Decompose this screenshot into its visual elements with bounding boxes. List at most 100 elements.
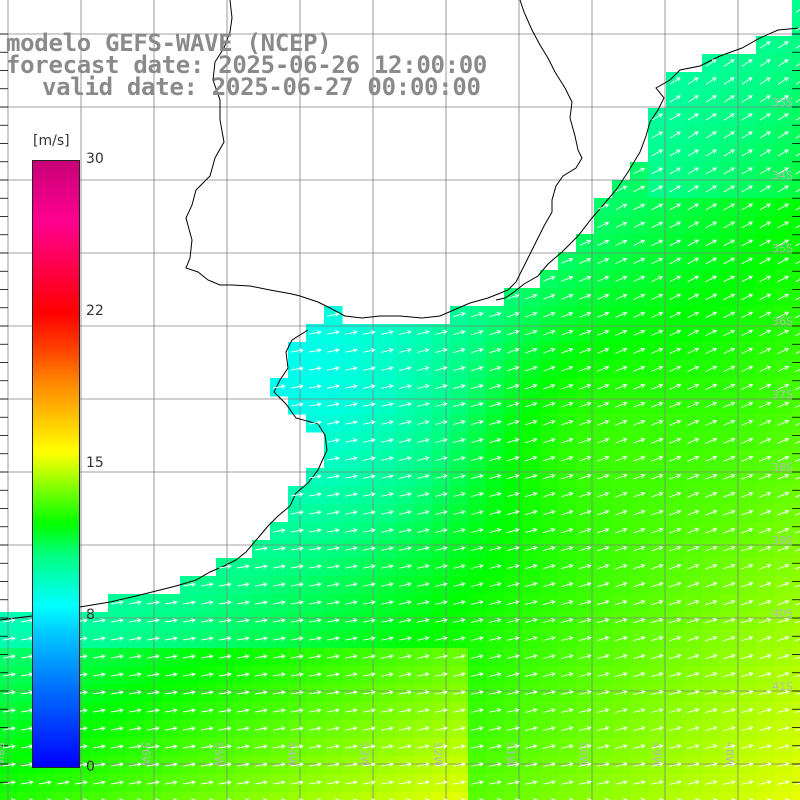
wind-vector-arrow [723,401,736,408]
wind-vector-arrow [579,275,592,282]
wind-vector-arrow [705,365,718,372]
wind-vector-arrow [345,744,358,749]
wind-vector-arrow [633,581,646,588]
coastline-argentina [0,329,328,621]
wind-vector-arrow [345,456,358,461]
wind-vector-arrow [363,438,376,443]
wind-vector-arrow [705,257,718,265]
wind-vector-arrow [507,293,520,300]
wind-speed-cell [792,216,800,235]
wind-vector-arrow [345,528,358,533]
wind-vector-arrow [561,401,574,408]
wind-vector-arrow [291,672,304,677]
wind-vector-arrow [759,455,772,462]
wind-vector-arrow [723,311,736,319]
wind-vector-arrow [507,672,520,677]
wind-vector-arrow [309,726,322,731]
wind-vector-arrow [507,582,520,587]
wind-vector-arrow [417,708,430,713]
wind-vector-arrow [777,455,790,462]
wind-vector-arrow [615,509,628,516]
wind-vector-arrow [633,726,646,731]
wind-vector-arrow [723,203,736,211]
wind-vector-arrow [453,636,466,641]
wind-vector-arrow [291,546,304,551]
wind-vector-arrow [777,491,790,498]
wind-vector-arrow [255,708,268,713]
wind-vector-arrow [507,744,520,749]
wind-vector-arrow [669,329,682,336]
wind-vector-arrow [363,636,376,641]
colorbar-tick-label: 15 [86,455,104,471]
wind-vector-arrow [669,599,682,606]
wind-vector-arrow [633,473,646,480]
wind-vector-arrow [471,636,484,641]
wind-vector-arrow [579,257,592,264]
wind-vector-arrow [165,762,178,767]
wind-vector-arrow [255,564,268,569]
wind-speed-cell [126,792,145,800]
wind-vector-arrow [633,221,646,229]
wind-vector-arrow [669,77,681,85]
wind-vector-arrow [579,365,592,372]
wind-vector-arrow [309,762,322,767]
wind-vector-arrow [705,780,718,785]
wind-vector-arrow [741,744,754,749]
wind-vector-arrow [507,383,520,390]
wind-vector-arrow [633,672,646,678]
wind-vector-arrow [525,311,538,318]
wind-vector-arrow [507,636,520,641]
wind-vector-arrow [399,456,412,461]
wind-vector-arrow [525,546,538,552]
wind-speed-cell [792,324,800,343]
wind-vector-arrow [507,726,520,731]
wind-vector-arrow [3,618,16,623]
wind-vector-arrow [669,762,682,767]
wind-vector-arrow [183,708,196,713]
wind-vector-arrow [669,311,682,319]
wind-vector-arrow [579,509,592,516]
wind-vector-arrow [615,311,628,318]
wind-vector-arrow [669,780,682,785]
wind-vector-arrow [687,708,700,714]
wind-vector-arrow [417,744,430,749]
wind-vector-arrow [399,438,412,443]
wind-vector-arrow [723,149,736,157]
wind-vector-arrow [741,419,754,426]
wind-vector-arrow [435,384,448,390]
wind-vector-arrow [687,744,700,749]
wind-vector-arrow [3,654,16,659]
wind-vector-arrow [381,708,394,713]
wind-vector-arrow [147,618,160,623]
wind-vector-arrow [543,473,556,480]
wind-vector-arrow [525,329,538,336]
wind-vector-arrow [687,149,700,157]
wind-vector-arrow [723,113,735,121]
wind-vector-arrow [669,131,682,139]
wind-speed-cell [792,126,800,145]
wind-vector-arrow [597,672,610,677]
wind-vector-arrow [381,654,394,659]
wind-vector-arrow [651,257,664,265]
wind-vector-arrow [759,113,771,121]
wind-vector-arrow [309,672,322,677]
wind-vector-arrow [795,764,800,767]
wind-vector-arrow [3,726,16,731]
wind-vector-arrow [597,636,610,642]
wind-vector-arrow [399,492,412,497]
wind-vector-arrow [381,474,394,479]
wind-vector-arrow [795,386,800,390]
wind-vector-arrow [633,437,646,444]
wind-vector-arrow [615,455,628,462]
wind-speed-cell [792,198,800,217]
wind-vector-arrow [687,635,700,642]
wind-vector-arrow [237,564,250,569]
wind-vector-arrow [309,744,322,749]
wind-vector-arrow [255,780,268,785]
wind-vector-arrow [147,600,160,605]
wind-vector-arrow [471,366,484,372]
wind-vector-arrow [435,366,448,372]
longitude-label: 54W [285,742,298,767]
wind-speed-cell [180,792,199,800]
wind-vector-arrow [237,582,250,587]
